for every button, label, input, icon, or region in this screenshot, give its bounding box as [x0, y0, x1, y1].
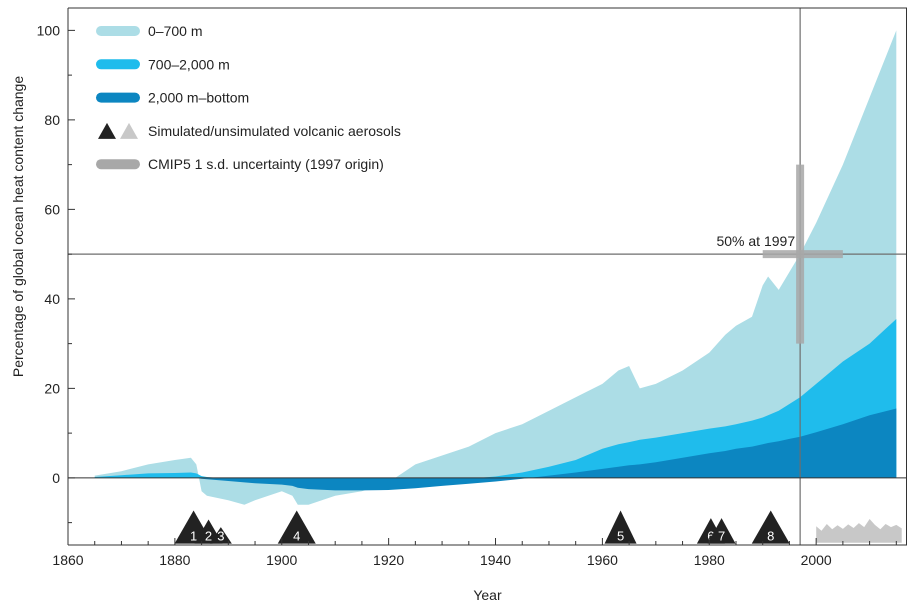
- legend-label-700-2-000-m: 700–2,000 m: [148, 56, 230, 72]
- volcano-5-icon: [604, 510, 637, 544]
- x-tick-label-1860: 1860: [52, 552, 83, 568]
- y-axis-label: Percentage of global ocean heat content …: [10, 76, 26, 377]
- area-0-700-m: [94, 30, 897, 505]
- y-tick-label-100: 100: [37, 22, 61, 38]
- x-tick-label-1880: 1880: [159, 552, 190, 568]
- x-tick-label-1980: 1980: [694, 552, 725, 568]
- volcano-2-label: 2: [205, 529, 212, 544]
- x-tick-label-2000: 2000: [801, 552, 832, 568]
- annotation-50-percent: 50% at 1997: [716, 233, 795, 249]
- volcano-7-icon: [707, 518, 736, 544]
- legend: 0–700 m 700–2,000 m 2,000 m–bottom Simulate…: [96, 23, 401, 172]
- stacked-areas: [94, 30, 897, 505]
- y-tick-label-0: 0: [52, 470, 60, 486]
- uncertainty-cross: [762, 164, 843, 344]
- volcano-5-label: 5: [617, 529, 624, 544]
- volcano-8-label: 8: [767, 529, 774, 544]
- volcano-6-label: 6: [707, 529, 714, 544]
- y-tick-label-80: 80: [44, 112, 60, 128]
- volcano-3-label: 3: [217, 529, 224, 544]
- y-tick-label-40: 40: [44, 291, 60, 307]
- volcano-1-label: 1: [190, 529, 197, 544]
- legend-label-cmip5-1-s-d-uncertainty-1997-origin: CMIP5 1 s.d. uncertainty (1997 origin): [148, 156, 384, 172]
- legend-unsimulated-volcano-icon: [120, 122, 138, 139]
- x-tick-label-1940: 1940: [480, 552, 511, 568]
- volcano-4-icon: [277, 510, 316, 544]
- volcano-3-icon: [209, 527, 232, 544]
- volcano-4-label: 4: [293, 529, 300, 544]
- legend-simulated-volcano-icon: [98, 122, 116, 139]
- y-tick-label-20: 20: [44, 380, 60, 396]
- aerosol-band-shape: [816, 519, 902, 543]
- legend-label-simulated-unsimulated-volcanic-aerosols: Simulated/unsimulated volcanic aerosols: [148, 123, 401, 139]
- x-tick-label-1960: 1960: [587, 552, 618, 568]
- legend-label-2-000-m-bottom: 2,000 m–bottom: [148, 90, 249, 106]
- y-tick-label-60: 60: [44, 201, 60, 217]
- area-700-2-000-m: [94, 319, 897, 487]
- volcano-8-icon: [751, 510, 790, 544]
- x-tick-label-1900: 1900: [266, 552, 297, 568]
- unsimulated-aerosol-band: [816, 519, 902, 543]
- x-tick-label-1920: 1920: [373, 552, 404, 568]
- area-2-000-m-bottom: [94, 408, 897, 491]
- x-axis-label: Year: [473, 587, 502, 603]
- legend-label-0-700-m: 0–700 m: [148, 23, 202, 39]
- volcano-7-label: 7: [718, 529, 725, 544]
